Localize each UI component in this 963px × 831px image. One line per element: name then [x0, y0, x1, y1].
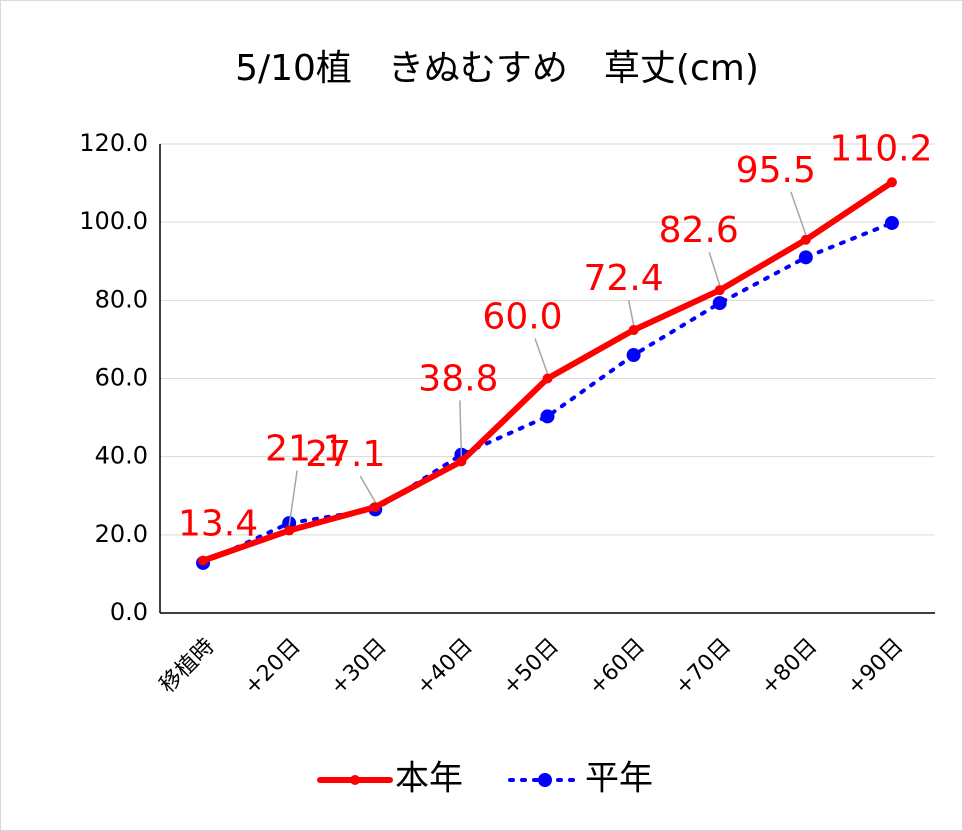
- data-label: 82.6: [659, 210, 739, 251]
- data-label: 13.4: [178, 504, 258, 545]
- data-point: [284, 525, 295, 536]
- data-label: 95.5: [736, 150, 816, 191]
- data-label: 27.1: [305, 434, 385, 475]
- data-point: [628, 325, 639, 336]
- series-line: [201, 220, 894, 565]
- data-label: 21.1: [265, 429, 345, 470]
- data-point: [198, 555, 209, 566]
- data-label: 60.0: [482, 297, 562, 338]
- leader-line: [459, 400, 463, 457]
- y-tick-label: 20.0: [95, 520, 148, 548]
- y-tick-label: 100.0: [79, 207, 148, 235]
- y-tick-label: 40.0: [95, 442, 148, 470]
- data-point: [884, 215, 899, 230]
- data-point: [714, 285, 725, 296]
- legend-label: 平年: [585, 759, 653, 799]
- data-label: 110.2: [829, 128, 932, 169]
- leader-line: [708, 251, 721, 286]
- data-label: 38.8: [418, 358, 498, 399]
- y-tick-label: 80.0: [95, 285, 148, 313]
- data-point: [456, 456, 467, 467]
- leader-line: [359, 475, 376, 503]
- y-tick-label: 0.0: [110, 598, 148, 626]
- chart-title: 5/10植 きぬむすめ 草丈(cm): [235, 48, 759, 89]
- data-point: [542, 373, 553, 384]
- data-point: [886, 177, 897, 188]
- data-point: [800, 234, 811, 245]
- data-point: [798, 250, 813, 265]
- data-point: [370, 502, 381, 513]
- legend-marker: [538, 773, 552, 787]
- legend-label: 本年: [395, 759, 463, 799]
- leader-line: [288, 470, 298, 526]
- leader-line: [790, 191, 807, 236]
- data-point: [626, 348, 641, 363]
- data-point: [540, 409, 555, 424]
- y-tick-label: 60.0: [95, 364, 148, 392]
- y-tick-label: 120.0: [79, 129, 148, 157]
- data-point: [712, 296, 727, 311]
- legend-marker: [350, 775, 360, 785]
- leader-line: [627, 299, 635, 326]
- leader-line: [534, 338, 549, 374]
- data-label: 72.4: [584, 258, 664, 299]
